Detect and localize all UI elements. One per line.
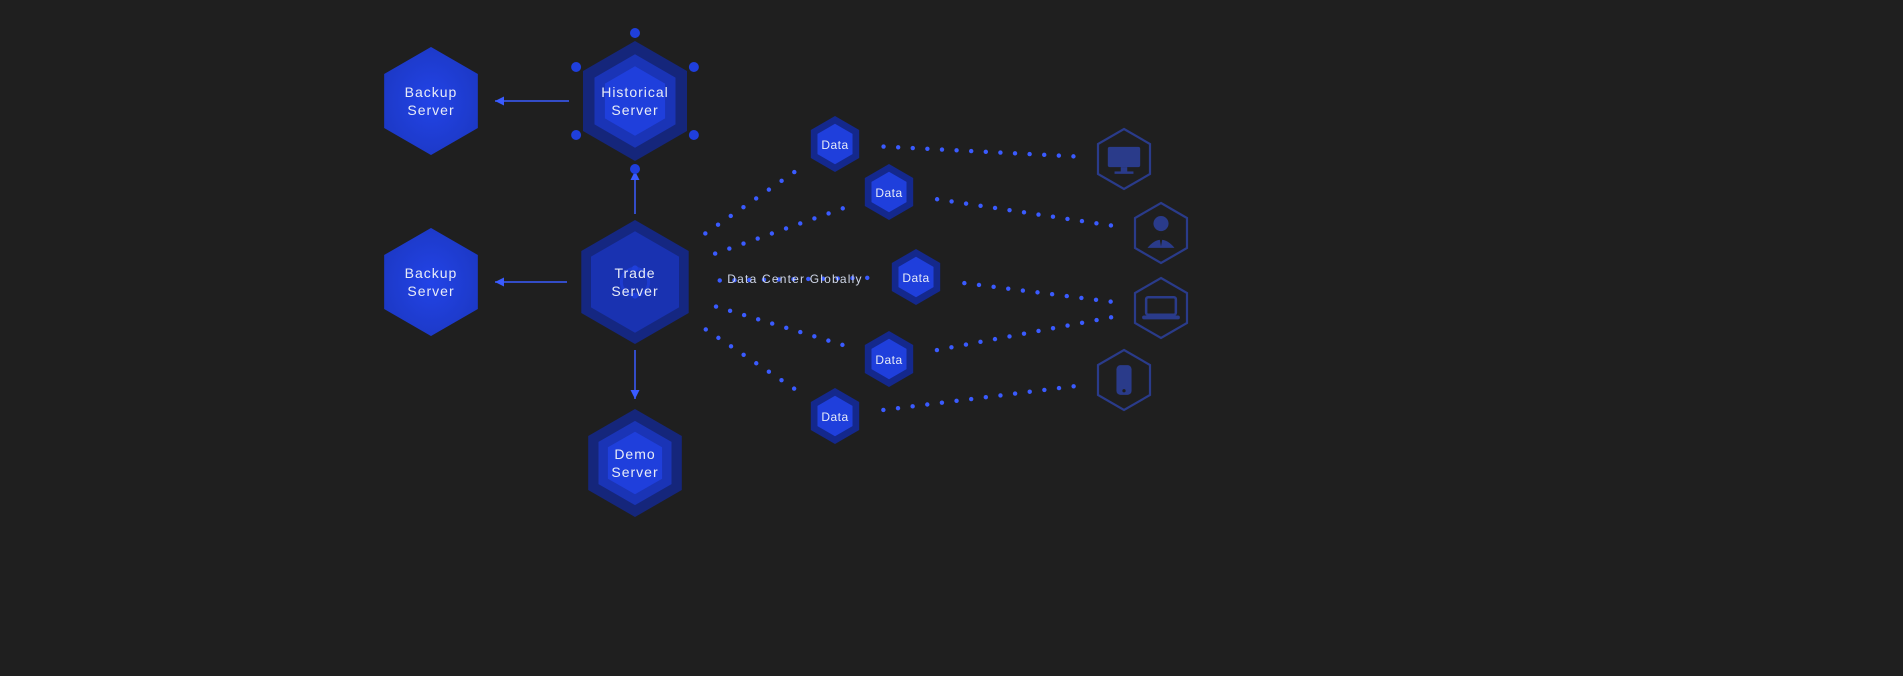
node-label: Backup bbox=[405, 84, 458, 100]
node-client-laptop bbox=[1135, 278, 1187, 338]
node-data1: Data bbox=[811, 116, 859, 172]
node-label: Server bbox=[407, 283, 454, 299]
node-historical: Historical Server bbox=[571, 28, 699, 174]
center-label: Data Center Globally bbox=[727, 272, 862, 286]
node-data4: Data bbox=[865, 331, 913, 387]
laptop-icon bbox=[1142, 297, 1180, 319]
node-label: Historical bbox=[601, 84, 669, 100]
node-label: Server bbox=[611, 464, 658, 480]
diagram-svg: Backup Server Historical Server Backup Server… bbox=[0, 0, 1903, 676]
node-label: Data bbox=[902, 271, 929, 285]
diagram-stage: Backup Server Historical Server Backup Server… bbox=[0, 0, 1903, 676]
node-label: Data bbox=[875, 353, 902, 367]
node-label: Demo bbox=[614, 446, 655, 462]
node-data3: Data bbox=[892, 249, 940, 305]
node-data2: Data bbox=[865, 164, 913, 220]
desktop-icon bbox=[1108, 147, 1140, 174]
node-backup1: Backup Server bbox=[384, 47, 478, 155]
node-label: Data bbox=[821, 410, 848, 424]
person-icon bbox=[1148, 216, 1175, 248]
node-client-person bbox=[1135, 203, 1187, 263]
node-data5: Data bbox=[811, 388, 859, 444]
node-label: Backup bbox=[405, 265, 458, 281]
node-label: Data bbox=[875, 186, 902, 200]
node-label: Trade bbox=[614, 265, 655, 281]
node-demo: Demo Server bbox=[588, 409, 682, 517]
node-label: Server bbox=[611, 102, 658, 118]
node-label: Server bbox=[407, 102, 454, 118]
node-trade: Trade Server bbox=[581, 220, 688, 344]
phone-icon bbox=[1116, 365, 1131, 395]
node-backup2: Backup Server bbox=[384, 228, 478, 336]
node-label: Server bbox=[611, 283, 658, 299]
node-label: Data bbox=[821, 138, 848, 152]
